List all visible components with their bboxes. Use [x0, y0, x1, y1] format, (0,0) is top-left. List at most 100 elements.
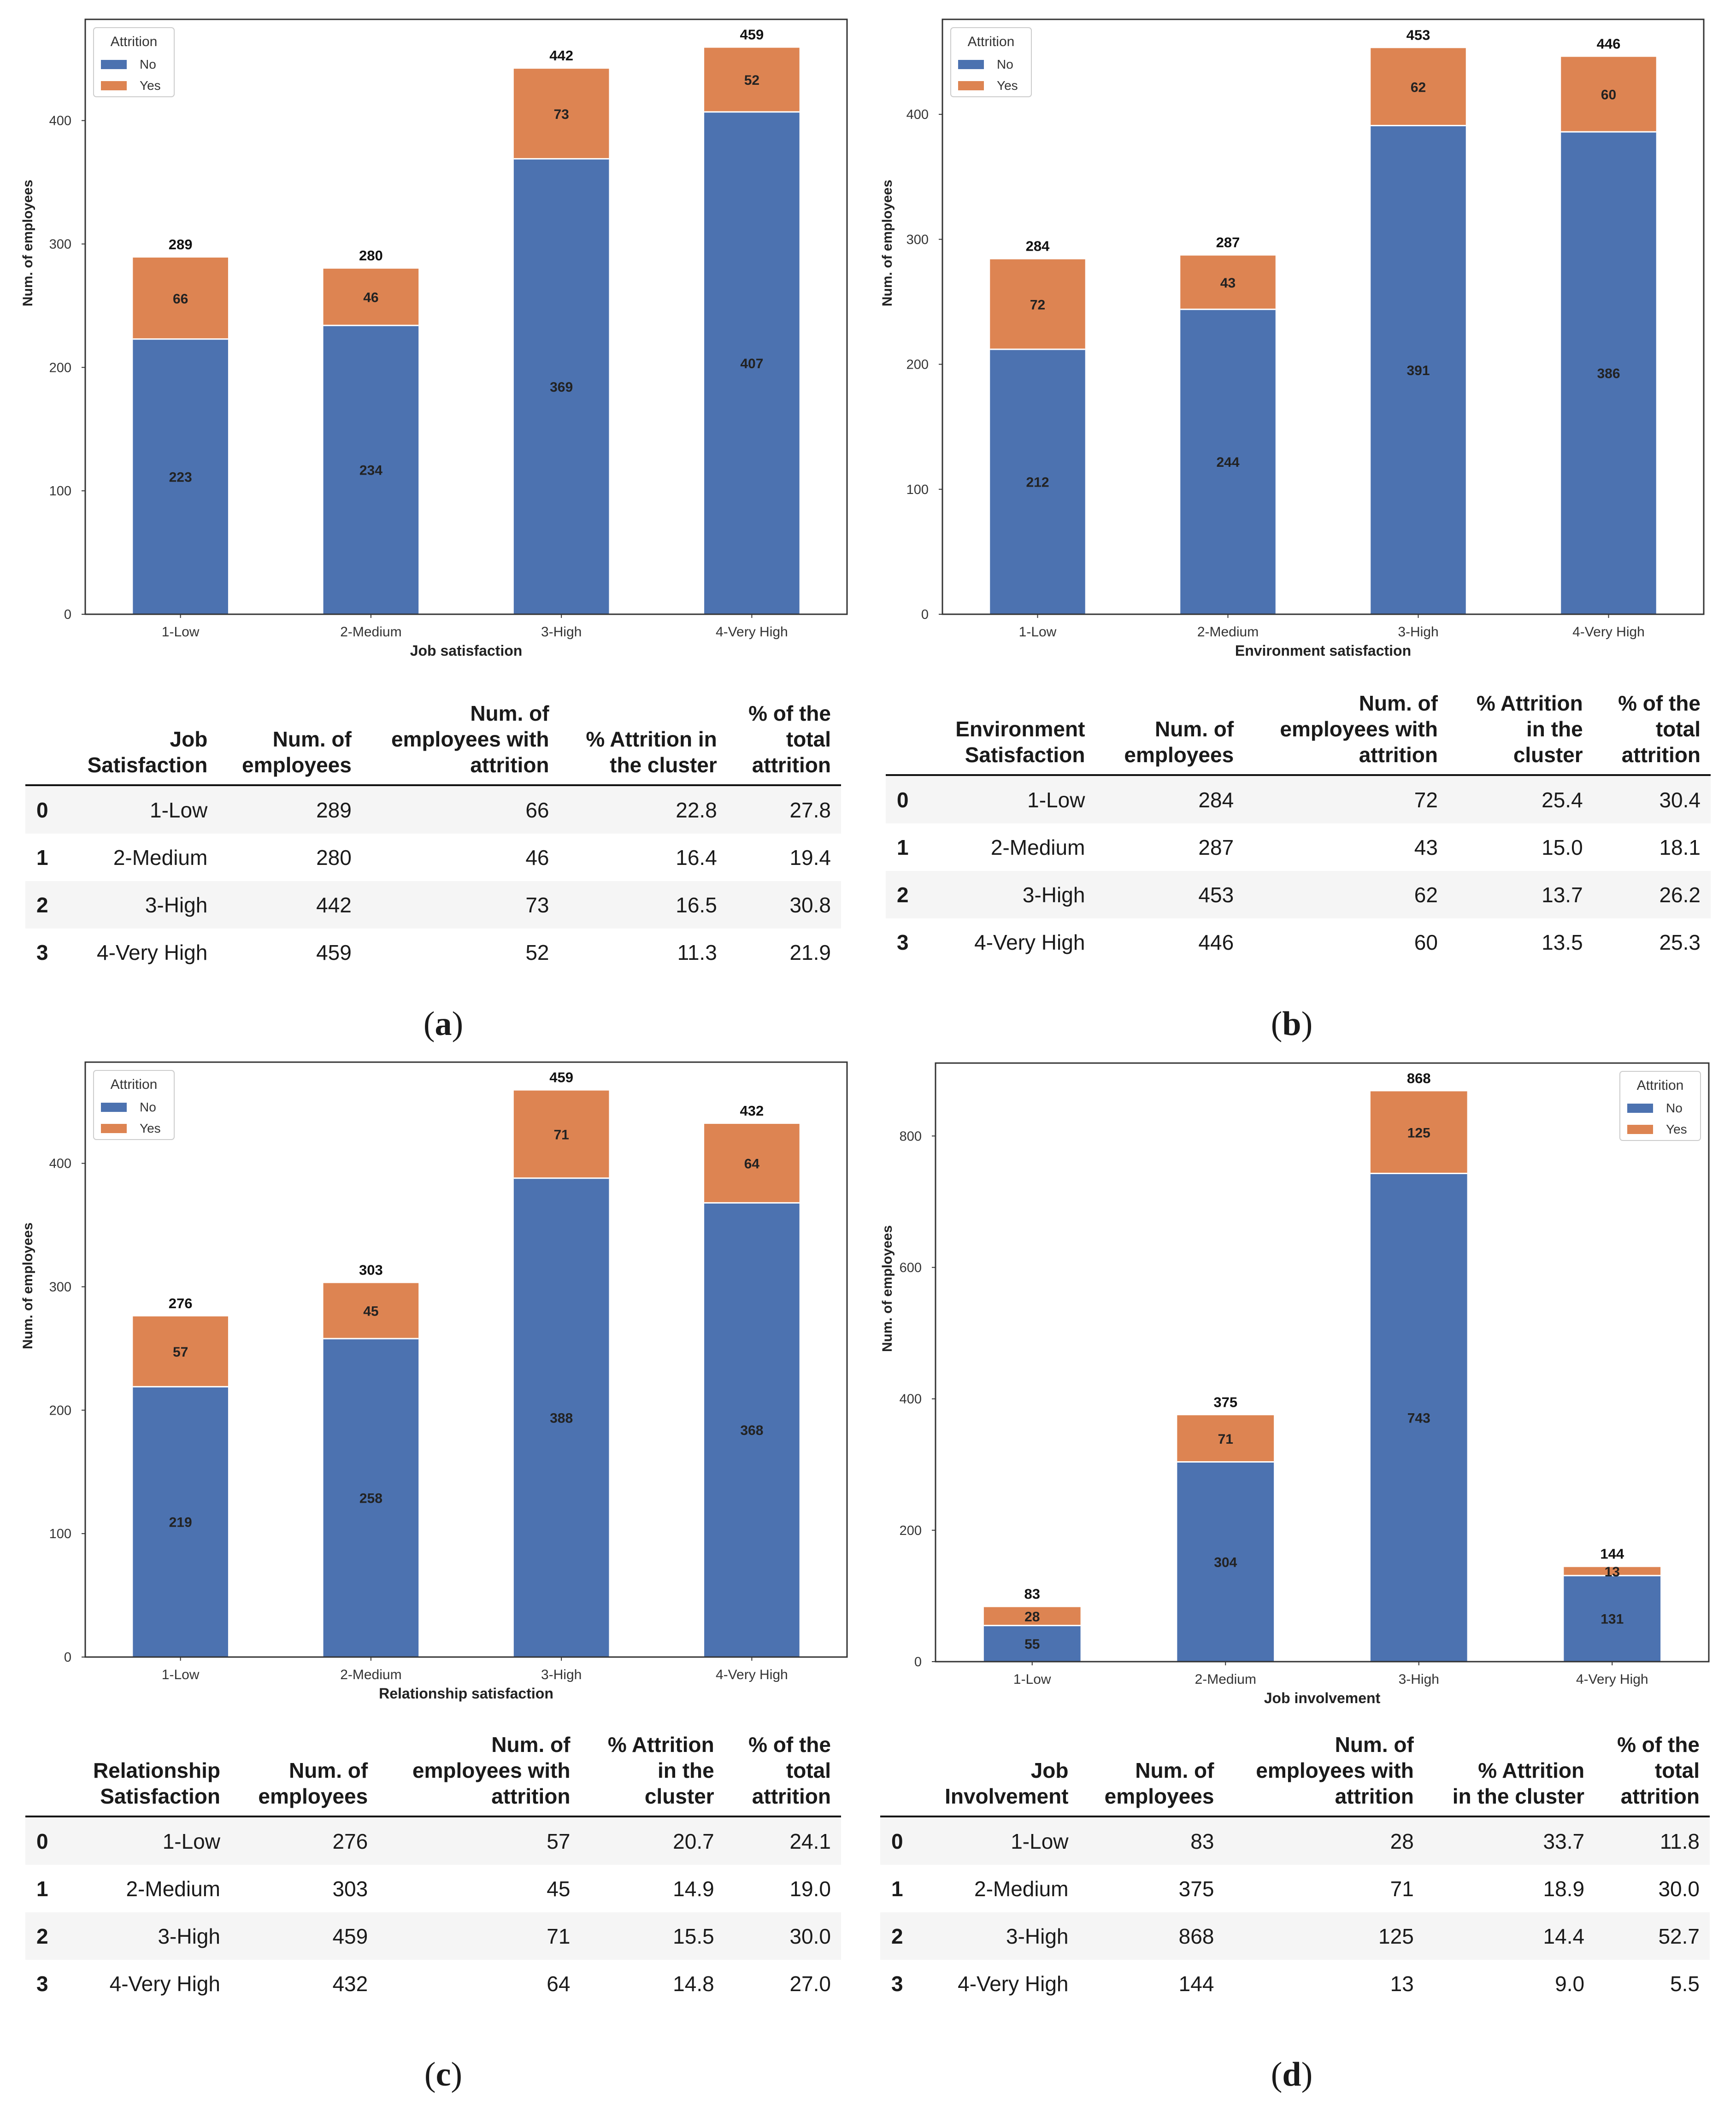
legend-swatch-no	[101, 60, 127, 69]
table-column-header: % of the total attrition	[1595, 1727, 1710, 1818]
panel-a: 223 66 289 1-Low 234 46 280 2-Medium 369 73 442 3-H…	[0, 0, 857, 1043]
y-axis-label: Num. of employees	[880, 1225, 895, 1352]
bar-yes	[323, 269, 419, 326]
table-cell: 13.7	[1448, 871, 1593, 919]
bar-yes	[990, 259, 1085, 350]
table-cell: 13.5	[1542, 930, 1583, 954]
table-cell: 4-Very High	[974, 930, 1085, 954]
legend-swatch-yes	[101, 81, 127, 90]
table-cell: 1-Low	[924, 775, 1095, 824]
table-row: 1 2-Medium 287 43 15.0 18.1	[886, 823, 1711, 871]
plot-frame	[84, 18, 848, 615]
table-cell: 280	[316, 845, 352, 870]
table-column-header: Num. of employees with attrition	[1244, 686, 1448, 776]
bar-yes	[1371, 48, 1466, 126]
bar-no	[513, 1178, 609, 1657]
legend-label: Yes	[1666, 1122, 1687, 1136]
table-cell: 459	[230, 1912, 378, 1960]
y-tick-label: 200	[900, 1523, 922, 1538]
y-tick-label: 100	[906, 482, 929, 497]
panel-b: 212 72 284 1-Low 244 43 287 2-Medium 391 62 453 3-H…	[859, 0, 1717, 1043]
bar-no	[133, 1387, 228, 1657]
data-label-no: 219	[169, 1515, 192, 1530]
table-index-header	[880, 1727, 918, 1818]
table-row-index: 2	[25, 1912, 63, 1960]
table-row: 2 3-High 453 62 13.7 26.2	[886, 871, 1711, 919]
table-cell: 25.4	[1448, 775, 1593, 824]
x-tick-label: 4-Very High	[716, 1667, 788, 1682]
table-column-header: % Attrition in the cluster	[1448, 686, 1593, 776]
table-column-header: Num. of employees	[230, 1727, 378, 1818]
bar-yes	[704, 1123, 800, 1203]
panel-c: 219 57 276 1-Low 258 45 303 2-Medium 388 71 459 3-H…	[0, 1046, 857, 2093]
total-label: 453	[1406, 27, 1430, 43]
caption-a: (a)	[423, 1005, 464, 1043]
x-axis-label: Job satisfaction	[410, 642, 523, 659]
table-cell: 868	[1078, 1912, 1224, 1960]
bar-no	[1564, 1575, 1661, 1662]
bar-no	[1561, 132, 1656, 614]
table-cell: 46	[525, 845, 549, 870]
plot-frame	[935, 1062, 1710, 1663]
bar-yes	[1180, 255, 1276, 310]
table-cell: 4-Very High	[96, 940, 208, 964]
table-cell: 30.0	[724, 1912, 841, 1960]
legend-swatch-yes	[958, 81, 984, 90]
table-cell: 1-Low	[62, 785, 218, 834]
table-cell: 16.5	[559, 881, 727, 929]
table-d: Job Involvement Num. of employees Num. of emp…	[880, 1727, 1710, 2007]
total-label: 868	[1407, 1070, 1431, 1086]
table-cell: 45	[547, 1876, 571, 1901]
table-cell: 62	[1244, 871, 1448, 919]
table-index-header	[25, 1727, 63, 1818]
table-cell: 18.1	[1659, 835, 1701, 859]
legend-title: Attrition	[111, 34, 158, 49]
table-row: 3 4-Very High 144 13 9.0 5.5	[880, 1960, 1710, 2007]
table-cell: 442	[218, 881, 362, 929]
table-cell: 71	[378, 1912, 581, 1960]
data-label-yes: 13	[1605, 1564, 1620, 1580]
data-label-yes: 71	[553, 1128, 569, 1143]
data-label-yes: 66	[173, 291, 188, 306]
y-tick-label: 600	[900, 1260, 922, 1275]
legend-label: Yes	[997, 78, 1018, 93]
legend-label: Yes	[140, 1121, 161, 1135]
data-label-no: 244	[1216, 455, 1239, 470]
y-tick-label: 100	[49, 1527, 71, 1541]
table-cell: 19.4	[789, 845, 831, 870]
bar-yes	[704, 47, 800, 112]
table-cell: 14.4	[1424, 1912, 1595, 1960]
table-cell: 15.5	[580, 1912, 724, 1960]
table-row-index: 1	[891, 1876, 903, 1901]
table-column-header: Num. of employees with attrition	[378, 1727, 581, 1818]
total-label: 446	[1597, 35, 1621, 52]
table-cell: 16.4	[676, 845, 717, 870]
table-row-index: 0	[25, 1816, 63, 1865]
table-cell: 289	[218, 785, 362, 834]
legend-box	[1619, 1071, 1701, 1141]
x-axis-label: Relationship satisfaction	[379, 1685, 553, 1702]
table-column-header: Num. of employees with attrition	[361, 696, 559, 787]
data-label-yes: 73	[553, 107, 569, 122]
x-tick-label: 3-High	[541, 1667, 582, 1682]
x-tick-label: 2-Medium	[1195, 1672, 1256, 1687]
table-cell: 3-High	[62, 881, 218, 929]
legend-box	[93, 27, 175, 97]
y-tick-label: 200	[906, 358, 929, 372]
legend-title: Attrition	[1637, 1078, 1684, 1093]
table-c: Relationship Satisfaction Num. of employees…	[25, 1727, 841, 2007]
x-tick-label: 3-High	[1399, 1672, 1439, 1687]
y-axis-label: Num. of employees	[20, 180, 35, 306]
chart-a: 223 66 289 1-Low 234 46 280 2-Medium 369 73 442 3-H…	[20, 18, 848, 659]
table-column-header: % Attrition in the cluster	[580, 1727, 724, 1818]
bar-no	[1180, 309, 1276, 614]
legend-swatch-no	[958, 60, 984, 69]
table-cell: 3-High	[924, 871, 1095, 919]
y-tick-label: 0	[914, 1655, 922, 1669]
table-cell: 30.4	[1593, 775, 1711, 824]
bar-yes	[133, 257, 228, 339]
table-column-header: Environment Satisfaction	[924, 686, 1095, 776]
table-row: 3 4-Very High 432 64 14.8 27.0	[25, 1960, 841, 2007]
table-cell: 18.9	[1543, 1876, 1585, 1901]
total-label: 303	[359, 1262, 383, 1278]
